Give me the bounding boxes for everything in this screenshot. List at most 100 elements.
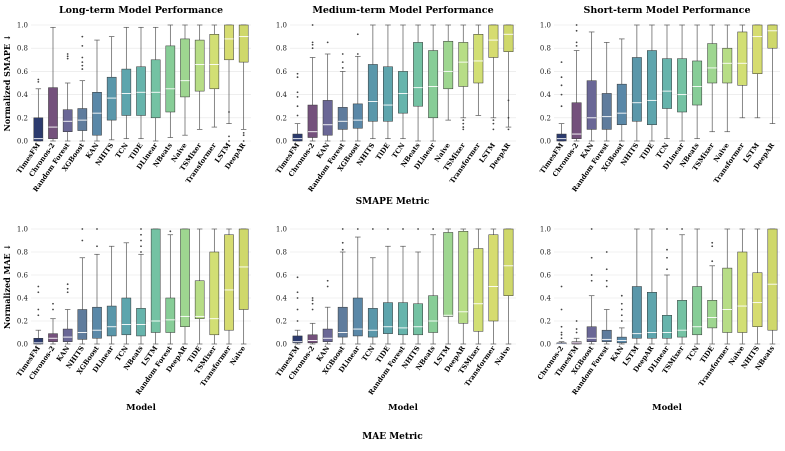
chart-panel-short-mae: 0.00.20.40.60.81.0ModelChronos-2TimesFMX… <box>536 226 780 413</box>
y-tick-label: 0.4 <box>17 295 29 303</box>
box-iqr <box>307 334 318 344</box>
box-iqr <box>692 286 703 336</box>
outlier-point <box>37 308 40 311</box>
outlier-point <box>341 53 344 55</box>
outlier-point <box>560 84 563 87</box>
outlier-point <box>575 29 578 32</box>
outlier-point <box>66 283 69 286</box>
outlier-point <box>296 96 299 98</box>
outlier-point <box>432 228 435 230</box>
y-tick-label: 0.2 <box>276 318 287 326</box>
box-iqr <box>473 34 484 84</box>
box-iqr <box>677 300 687 338</box>
box-iqr <box>209 34 220 90</box>
outlier-point <box>462 128 465 131</box>
outlier-point <box>81 44 84 47</box>
outlier-point <box>37 291 40 294</box>
y-tick-label: 0.4 <box>540 91 552 99</box>
outlier-point <box>169 230 172 233</box>
box-iqr <box>383 302 393 334</box>
y-axis-label: Normalized SMAPE ↓ <box>2 34 12 131</box>
y-tick-label: 1.0 <box>17 226 28 234</box>
outlier-point <box>81 64 84 67</box>
box-iqr <box>767 24 778 49</box>
outlier-point <box>507 99 510 102</box>
box-tcn: TCN <box>685 228 703 363</box>
y-tick-label: 0.8 <box>276 249 287 257</box>
box-iqr <box>571 102 582 139</box>
outlier-point <box>140 245 142 248</box>
box-iqr <box>121 297 132 336</box>
y-tick-label: 0.2 <box>17 114 28 122</box>
outlier-point <box>66 53 69 55</box>
box-iqr <box>337 306 348 338</box>
outlier-point <box>681 228 683 230</box>
outlier-point <box>462 126 465 128</box>
outlier-point <box>296 276 299 279</box>
y-tick-label: 0.8 <box>17 45 28 53</box>
box-iqr <box>707 300 718 329</box>
box-iqr <box>662 315 672 339</box>
panel-title: Short-term Model Performance <box>583 5 750 16</box>
chart-panel-short-smape: 0.0 0.2 0.4 0.6 0.8 1.0 Short-term Model Perfo… <box>538 5 780 194</box>
outlier-point <box>462 122 465 125</box>
box-iqr <box>443 232 454 317</box>
outlier-point <box>296 72 299 75</box>
box-iqr <box>428 50 439 119</box>
outlier-point <box>228 135 230 138</box>
chart-panel-medium-mae: 0.00.20.40.60.81.0ModelTimesFMChronos-2K… <box>274 226 516 413</box>
box-iqr <box>292 335 303 344</box>
outlier-point <box>711 241 714 244</box>
outlier-point <box>620 294 623 297</box>
box-iqr <box>337 107 348 130</box>
box-iqr <box>767 228 778 331</box>
box-iqr <box>165 297 176 333</box>
outlier-point <box>356 53 359 55</box>
outlier-point <box>666 228 668 230</box>
outlier-point <box>560 325 563 328</box>
chart-panel-medium-smape: 0.0 0.2 0.4 0.6 0.8 1.0 Medium-term Model Perf… <box>274 5 516 194</box>
outlier-point <box>140 239 142 242</box>
box-iqr <box>556 133 567 142</box>
y-tick-label: 0.2 <box>276 114 287 122</box>
outlier-point <box>560 333 563 336</box>
outlier-point <box>560 337 563 340</box>
box-kan: KAN <box>55 283 73 363</box>
box-iqr <box>322 100 333 136</box>
outlier-point <box>492 119 495 122</box>
outlier-point <box>81 239 84 242</box>
box-iqr <box>601 329 612 342</box>
y-tick-label: 0.2 <box>17 318 28 326</box>
outlier-point <box>326 41 329 44</box>
box-iqr <box>458 42 469 87</box>
box-iqr <box>503 228 514 296</box>
box-iqr <box>62 328 73 342</box>
y-tick-label: 0.8 <box>540 45 551 53</box>
box-iqr <box>707 43 718 84</box>
box-iqr <box>737 31 748 86</box>
box-iqr <box>180 228 190 327</box>
outlier-point <box>66 57 69 60</box>
outlier-point <box>37 80 40 83</box>
outlier-point <box>560 76 563 79</box>
box-iqr <box>150 59 161 119</box>
box-tcn: TCN <box>655 24 672 160</box>
outlier-point <box>402 228 404 230</box>
box-iqr <box>121 68 132 116</box>
box-iqr <box>33 117 44 142</box>
y-tick-label: 0.4 <box>17 91 29 99</box>
outlier-point <box>560 308 563 311</box>
outlier-point <box>605 251 608 253</box>
outlier-point <box>81 35 84 38</box>
box-iqr <box>488 24 499 58</box>
y-tick-label: 0.8 <box>540 249 551 257</box>
box-iqr <box>586 326 597 342</box>
outlier-point <box>242 134 245 137</box>
y-tick-label: 0.0 <box>540 138 551 146</box>
box-iqr <box>150 228 161 333</box>
outlier-point <box>575 328 578 330</box>
box-iqr <box>224 24 234 61</box>
box-iqr <box>383 66 393 122</box>
outlier-point <box>311 299 314 302</box>
